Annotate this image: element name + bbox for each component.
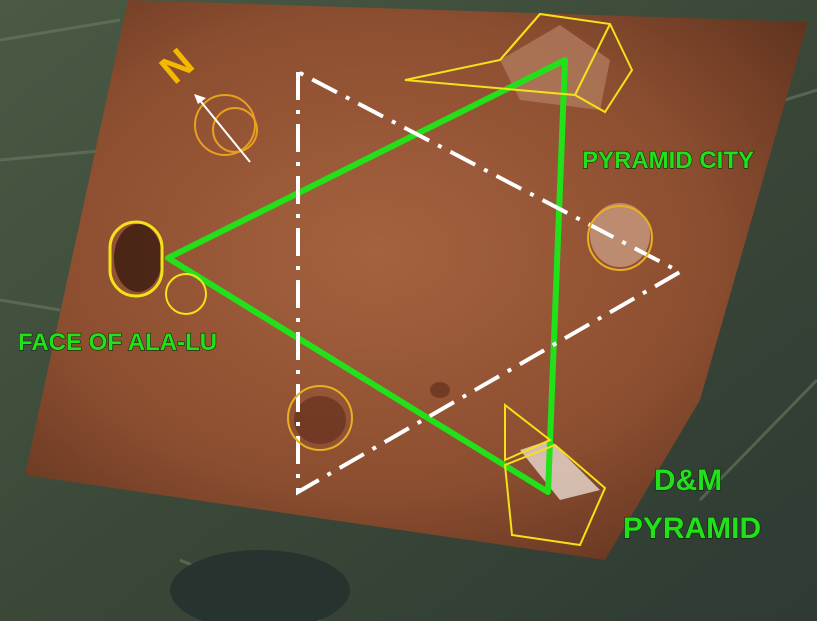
dm-label: D&M [654, 464, 722, 497]
face-label: FACE OF ALA-LU [18, 329, 217, 356]
page: N PYRAMID CITY FACE OF ALA-LU D&M PYRAMI… [0, 0, 817, 621]
pyramid-city-label: PYRAMID CITY [582, 147, 754, 174]
pyramid-label: PYRAMID [623, 512, 761, 545]
annotated-image: N PYRAMID CITY FACE OF ALA-LU D&M PYRAMI… [0, 0, 817, 621]
